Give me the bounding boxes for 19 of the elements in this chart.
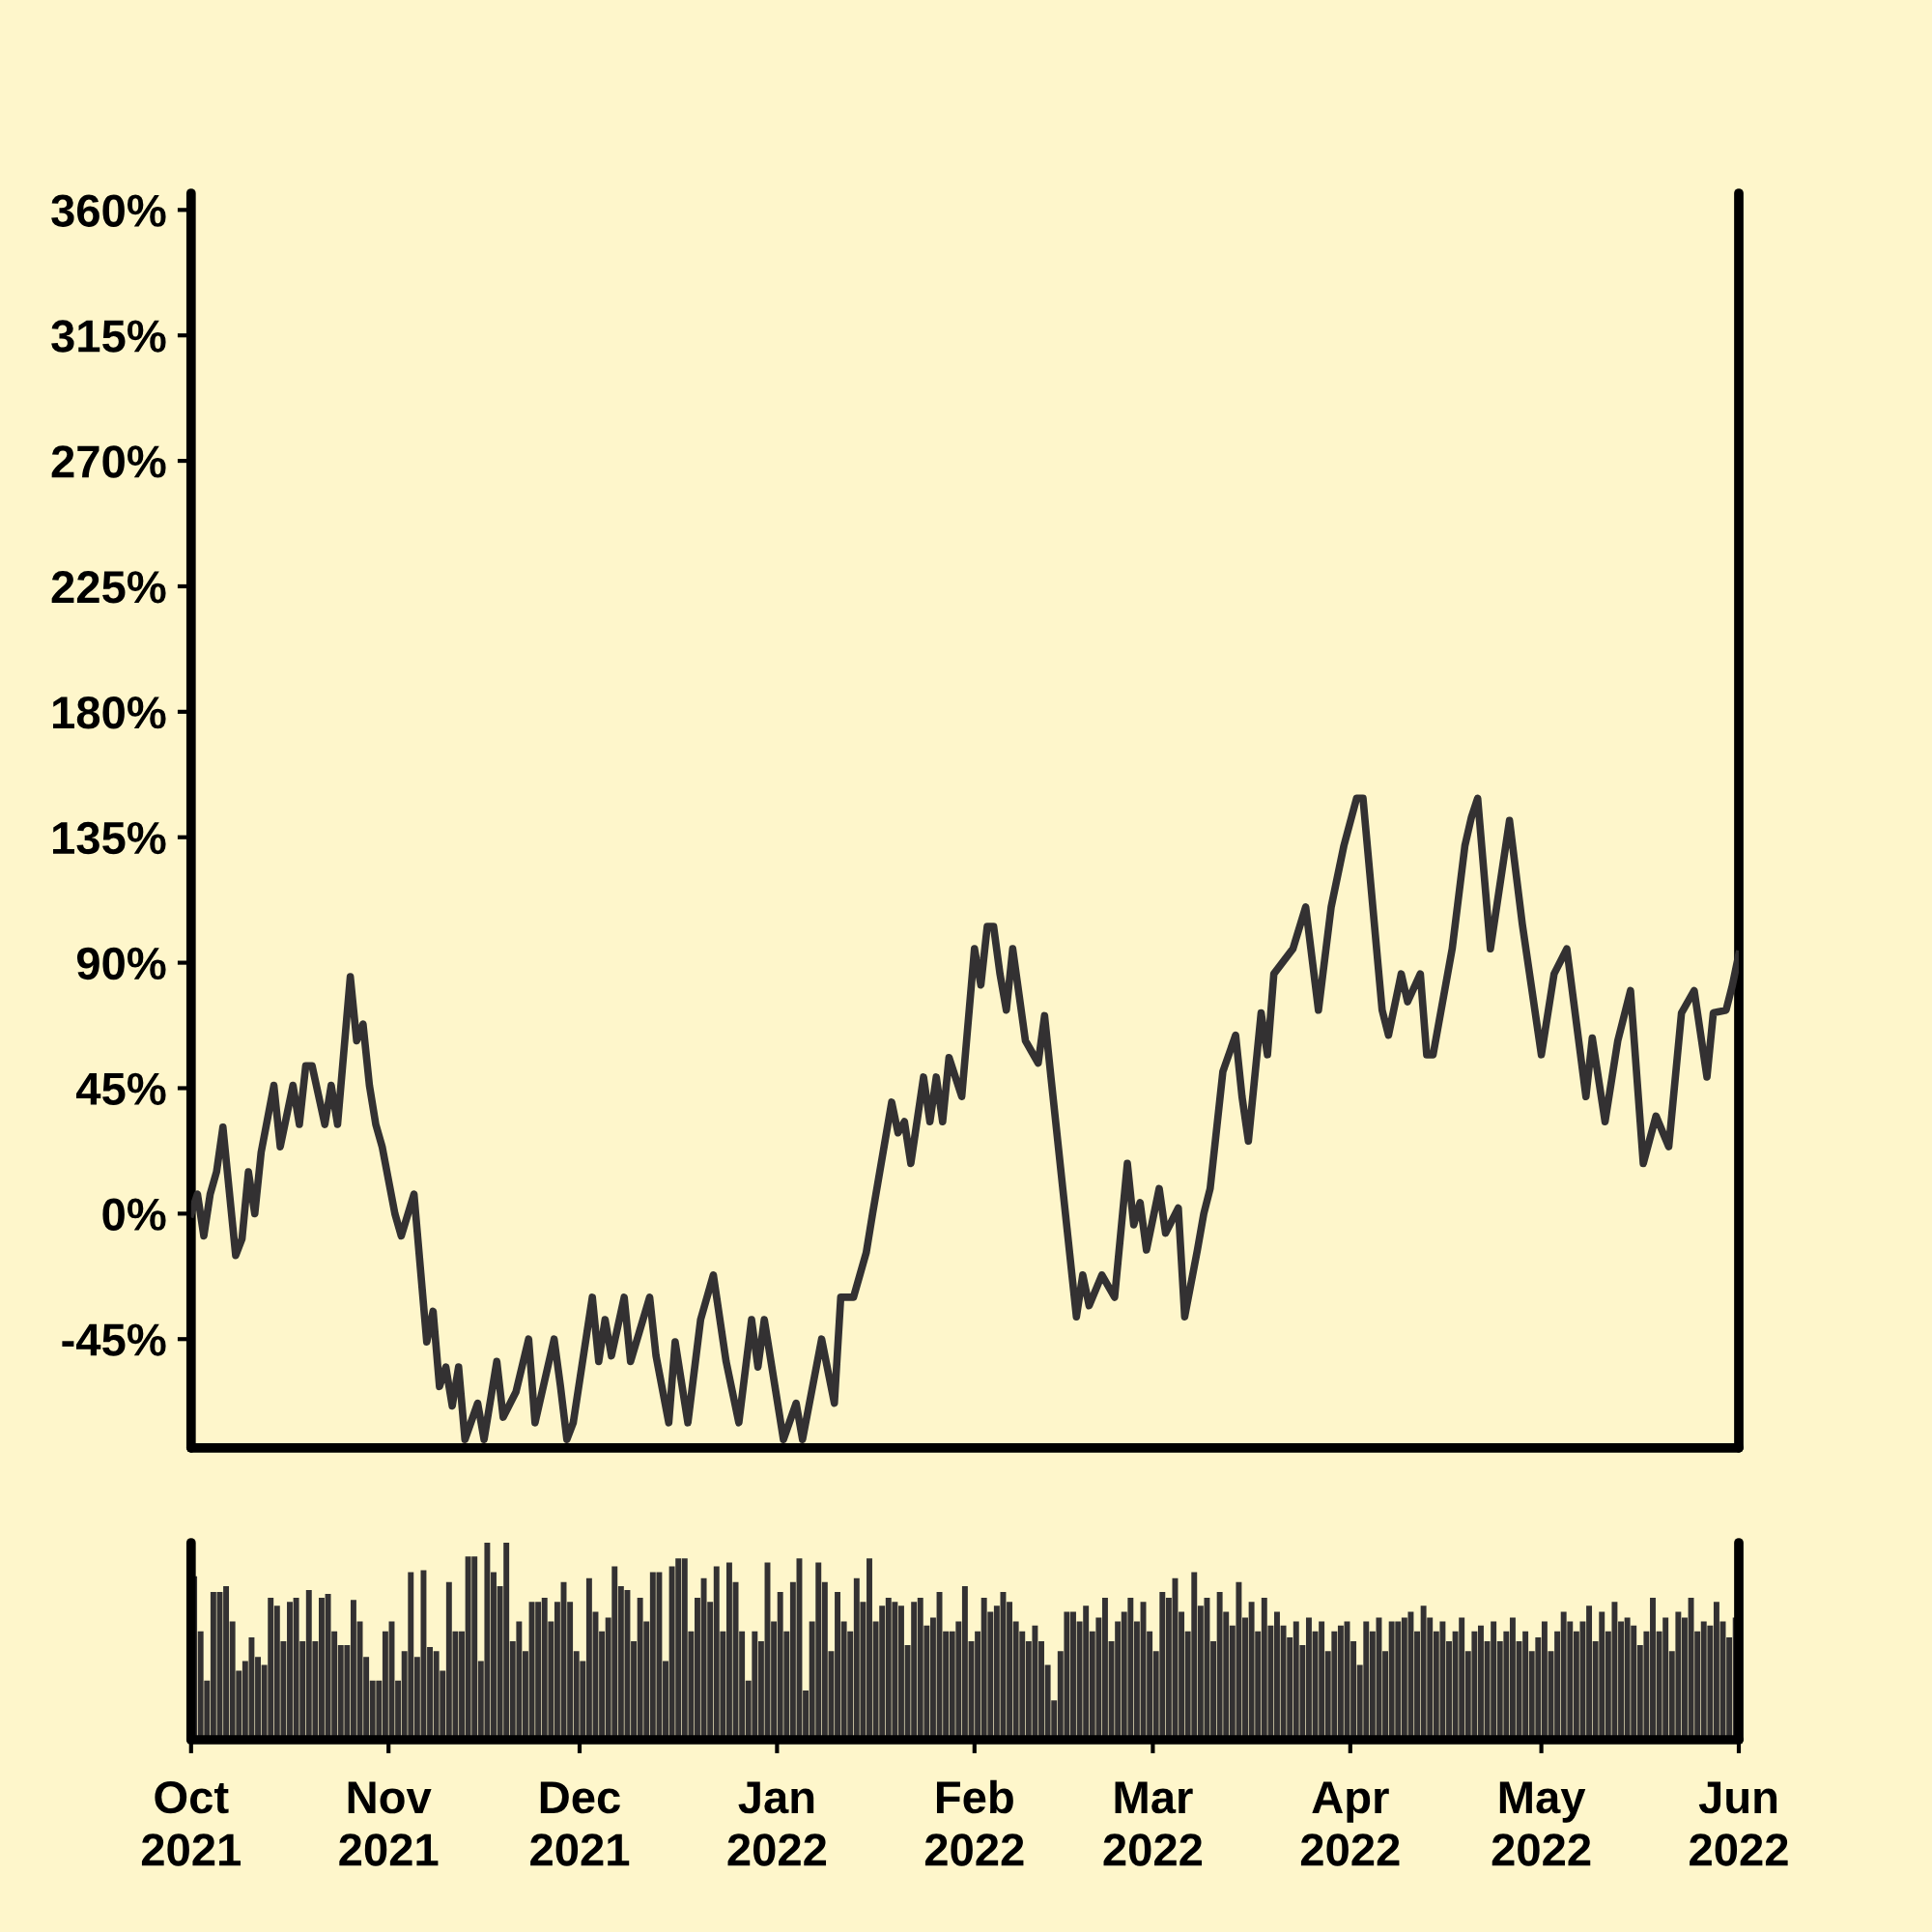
y-tick-label: 90% (76, 947, 166, 980)
x-tick-label: Oct 2021 (141, 1780, 242, 1866)
y-tick-label: 135% (53, 821, 166, 855)
y-tick-label: 225% (51, 571, 166, 604)
x-tick-label: Nov 2021 (339, 1781, 439, 1866)
x-tick-label: Dec 2021 (530, 1781, 630, 1866)
y-tick-label: 315% (51, 320, 166, 353)
x-tick-label: Jan 2022 (727, 1781, 827, 1866)
x-tick-label: Jun 2022 (1690, 1781, 1788, 1866)
y-tick-label: 360% (51, 194, 166, 227)
x-tick-label: Apr 2022 (1300, 1781, 1400, 1866)
y-tick-label: 45% (76, 1072, 166, 1106)
x-tick-label: May 2022 (1492, 1781, 1591, 1866)
y-tick-label: -45% (62, 1323, 166, 1356)
y-tick-label: 270% (51, 445, 166, 478)
y-tick-label: 0% (102, 1198, 166, 1231)
x-tick-label: Feb 2022 (924, 1779, 1024, 1866)
x-tick-label: Mar 2022 (1103, 1781, 1203, 1866)
y-tick-label: 180% (53, 696, 166, 729)
